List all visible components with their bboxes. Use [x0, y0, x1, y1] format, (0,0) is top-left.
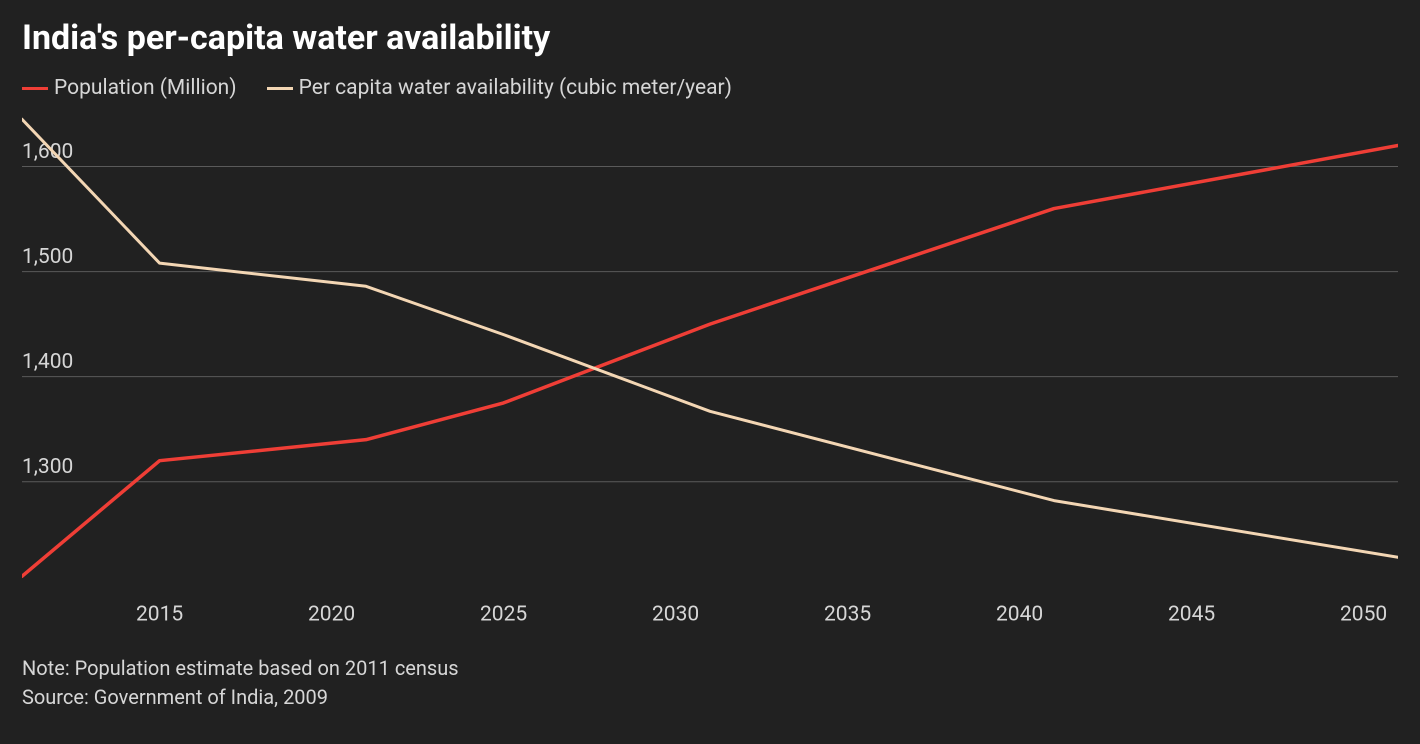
x-tick-label: 2040 [996, 602, 1043, 626]
legend-swatch-population [22, 87, 48, 90]
x-tick-label: 2035 [824, 602, 871, 626]
x-tick-label: 2045 [1168, 602, 1215, 626]
x-tick-label: 2050 [1340, 602, 1387, 626]
y-tick-label: 1,300 [22, 455, 73, 479]
x-tick-label: 2030 [652, 602, 699, 626]
chart-title: India's per-capita water availability [22, 18, 1398, 58]
y-tick-label: 1,500 [22, 245, 73, 269]
legend-item-population: Population (Million) [22, 76, 237, 100]
legend-label-water: Per capita water availability (cubic met… [299, 76, 732, 100]
y-tick-label: 1,400 [22, 350, 73, 374]
legend-item-water: Per capita water availability (cubic met… [267, 76, 732, 100]
series-line-population [22, 146, 1398, 577]
chart-svg: 1,300 1,400 1,500 1,600 2015 2020 2025 2030 2035… [22, 114, 1398, 644]
legend: Population (Million) Per capita water av… [22, 76, 1398, 100]
y-tick-label: 1,600 [22, 140, 73, 164]
legend-swatch-water [267, 87, 293, 90]
footer-note: Note: Population estimate based on 2011 … [22, 654, 1398, 683]
chart-plot-area: 1,300 1,400 1,500 1,600 2015 2020 2025 2030 2035… [22, 114, 1398, 644]
chart-container: India's per-capita water availability Po… [0, 0, 1420, 744]
chart-footer: Note: Population estimate based on 2011 … [22, 654, 1398, 712]
x-tick-label: 2015 [136, 602, 183, 626]
x-tick-label: 2020 [308, 602, 355, 626]
x-tick-label: 2025 [480, 602, 527, 626]
footer-source: Source: Government of India, 2009 [22, 683, 1398, 712]
legend-label-population: Population (Million) [54, 76, 237, 100]
